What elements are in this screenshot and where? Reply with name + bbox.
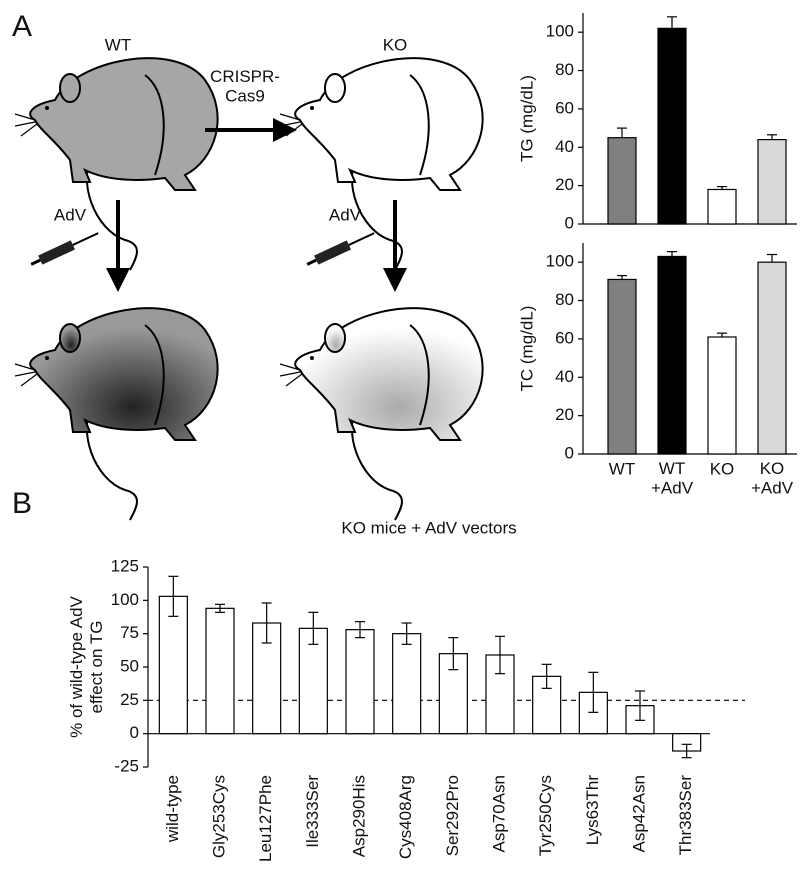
- error-bar: [767, 253, 777, 263]
- x-tick-label: Asp42Asn: [629, 775, 648, 853]
- x-tick-label: WT +AdV: [651, 459, 694, 498]
- error-bar: [355, 621, 365, 639]
- x-tick-label: wild-type: [163, 775, 182, 843]
- mouse-ko-adv: [279, 307, 484, 521]
- diagram-label: WT: [105, 35, 131, 54]
- bar: [205, 607, 235, 735]
- x-tick-label: Gly253Cys: [209, 775, 228, 858]
- bar: [757, 139, 787, 225]
- y-tick-label: 40: [555, 367, 574, 386]
- y-tick-label: 20: [555, 405, 574, 424]
- error-bar: [541, 663, 552, 689]
- bar: [158, 595, 188, 735]
- diagram-label: CRISPR-Cas9: [210, 67, 280, 106]
- bar: [607, 137, 637, 225]
- y-tick-label: 40: [555, 137, 574, 156]
- bar: [707, 188, 737, 225]
- error-bar: [717, 332, 727, 337]
- y-tick-label: 100: [546, 22, 574, 41]
- y-tick-label: 0: [565, 213, 574, 232]
- y-tick-label: 100: [546, 252, 574, 271]
- x-tick-label: Leu127Phe: [256, 775, 275, 862]
- mouse-ko: [279, 57, 484, 272]
- panel-label: B: [12, 487, 32, 520]
- error-bar: [308, 611, 319, 645]
- bar: [657, 27, 687, 225]
- syringe: [29, 231, 100, 267]
- y-axis-label: TG (mg/dL): [517, 75, 536, 162]
- error-bar: [681, 743, 692, 759]
- error-bar: [617, 127, 627, 138]
- x-tick-label: Lys63Thr: [583, 775, 602, 846]
- bar: [298, 627, 328, 735]
- y-tick-label: 60: [555, 328, 574, 347]
- diagram-label: KO: [383, 35, 408, 54]
- error-bar: [767, 134, 777, 140]
- mouse-wt-adv: [14, 307, 219, 521]
- error-bar: [667, 16, 677, 29]
- x-tick-label: Ser292Pro: [443, 775, 462, 856]
- y-tick-label: 125: [111, 556, 139, 575]
- error-bar: [215, 603, 225, 613]
- y-tick-label: 0: [565, 443, 574, 462]
- syringe: [305, 231, 376, 267]
- panel-label: A: [12, 10, 32, 43]
- y-tick-label: -25: [114, 756, 139, 775]
- y-tick-label: 0: [130, 723, 139, 742]
- y-tick-label: 100: [111, 590, 139, 609]
- x-tick-label: WT: [609, 459, 635, 478]
- x-tick-label: KO: [710, 459, 735, 478]
- y-tick-label: 80: [555, 60, 574, 79]
- error-bar: [448, 637, 459, 671]
- error-bar: [401, 622, 412, 645]
- diagram-label: AdV: [329, 205, 362, 224]
- error-bar: [617, 275, 627, 280]
- x-tick-label: Thr383Ser: [676, 775, 695, 856]
- y-tick-label: 80: [555, 290, 574, 309]
- error-bar: [635, 690, 645, 721]
- bar: [657, 255, 687, 455]
- x-tick-label: Asp70Asn: [489, 775, 508, 853]
- chart-title: KO mice + AdV vectors: [341, 518, 516, 537]
- y-tick-label: 60: [555, 98, 574, 117]
- y-axis-label: TC (mg/dL): [517, 306, 536, 392]
- error-bar: [717, 185, 727, 190]
- y-tick-label: 75: [120, 623, 139, 642]
- y-tick-label: 20: [555, 175, 574, 194]
- error-bar: [168, 575, 179, 617]
- error-bar: [261, 602, 272, 644]
- x-tick-label: Ile333Ser: [303, 775, 322, 848]
- error-bar: [495, 635, 505, 675]
- y-tick-label: 25: [120, 690, 139, 709]
- x-tick-label: KO +AdV: [751, 459, 794, 498]
- bar: [757, 261, 787, 455]
- x-tick-label: Tyr250Cys: [536, 775, 555, 856]
- bar: [707, 336, 737, 455]
- bar: [345, 629, 375, 735]
- error-bar: [588, 671, 599, 713]
- bar: [607, 278, 637, 455]
- y-axis-label: % of wild-type AdVeffect on TG: [68, 595, 107, 737]
- bar: [392, 633, 422, 735]
- y-tick-label: 50: [120, 656, 139, 675]
- error-bar: [667, 251, 677, 257]
- x-tick-label: Asp290His: [349, 775, 368, 857]
- diagram-label: AdV: [54, 205, 87, 224]
- x-tick-label: Cys408Arg: [396, 775, 415, 859]
